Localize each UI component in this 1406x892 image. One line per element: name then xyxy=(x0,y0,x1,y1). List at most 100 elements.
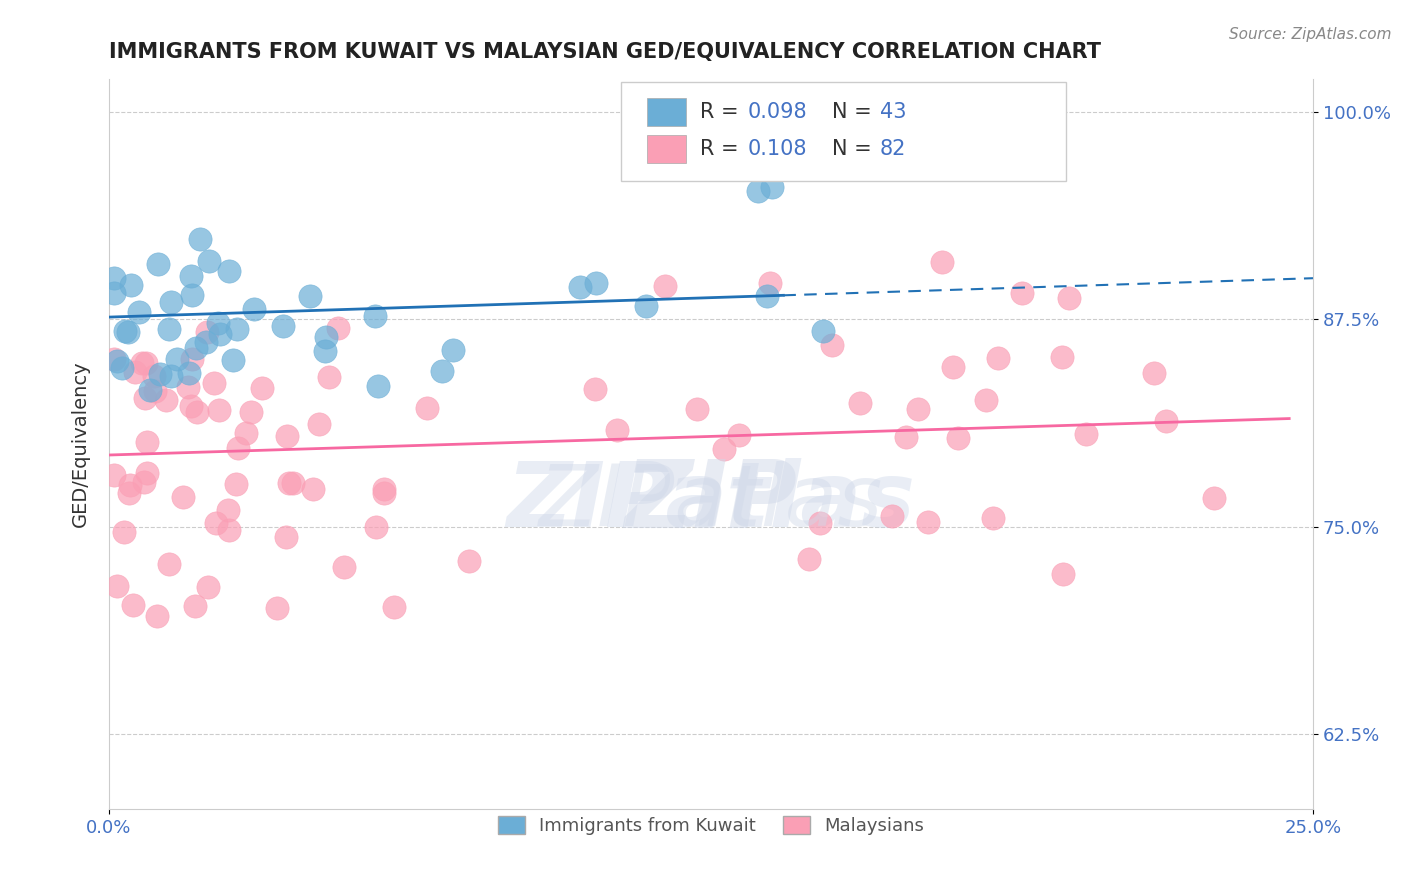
Point xyxy=(218,523,240,537)
Point xyxy=(207,316,229,330)
Point xyxy=(585,277,607,291)
Text: N =: N = xyxy=(831,103,877,122)
Point xyxy=(299,289,322,303)
Point xyxy=(1074,427,1097,442)
Point xyxy=(120,278,142,293)
Point xyxy=(318,370,340,384)
Point xyxy=(226,322,249,336)
Text: Source: ZipAtlas.com: Source: ZipAtlas.com xyxy=(1229,27,1392,42)
Point xyxy=(761,179,783,194)
Text: IMMIGRANTS FROM KUWAIT VS MALAYSIAN GED/EQUIVALENCY CORRELATION CHART: IMMIGRANTS FROM KUWAIT VS MALAYSIAN GED/… xyxy=(110,42,1101,62)
Point xyxy=(583,382,606,396)
Point xyxy=(894,430,917,444)
Point xyxy=(142,369,165,384)
Legend: Immigrants from Kuwait, Malaysians: Immigrants from Kuwait, Malaysians xyxy=(489,806,934,844)
Point xyxy=(308,417,330,432)
Point xyxy=(112,525,135,540)
Text: N =: N = xyxy=(831,139,877,159)
Point xyxy=(184,599,207,613)
Point xyxy=(373,482,395,496)
Point xyxy=(326,320,349,334)
Point xyxy=(131,356,153,370)
Point xyxy=(136,434,159,449)
Point xyxy=(159,557,181,571)
Point xyxy=(120,477,142,491)
Text: R =: R = xyxy=(645,97,690,117)
Point xyxy=(146,609,169,624)
Point xyxy=(366,519,388,533)
Point xyxy=(172,490,194,504)
Point xyxy=(198,253,221,268)
Point xyxy=(166,352,188,367)
Point xyxy=(416,401,439,415)
Point xyxy=(222,353,245,368)
Point xyxy=(364,309,387,323)
FancyBboxPatch shape xyxy=(647,135,686,162)
Text: 0.098: 0.098 xyxy=(747,103,807,122)
Point xyxy=(208,403,231,417)
Point xyxy=(315,330,337,344)
Point xyxy=(202,376,225,390)
Point xyxy=(188,232,211,246)
Point xyxy=(195,335,218,350)
Point xyxy=(271,318,294,333)
Point xyxy=(274,530,297,544)
Point xyxy=(134,475,156,489)
Point xyxy=(135,466,157,480)
Point xyxy=(983,511,1005,525)
Point xyxy=(1052,566,1074,581)
Point xyxy=(217,503,239,517)
Point xyxy=(128,305,150,319)
Point xyxy=(276,429,298,443)
Point xyxy=(917,515,939,529)
Point xyxy=(204,516,226,530)
Point xyxy=(755,289,778,303)
Point xyxy=(157,322,180,336)
Point xyxy=(1143,367,1166,381)
Point xyxy=(332,560,354,574)
Point xyxy=(747,185,769,199)
Text: ZIPatlas: ZIPatlas xyxy=(538,461,883,544)
Point xyxy=(243,302,266,317)
Point xyxy=(797,552,820,566)
Text: ZIPatlas: ZIPatlas xyxy=(506,458,915,546)
Point xyxy=(441,343,464,357)
Point xyxy=(121,598,143,612)
Point xyxy=(225,476,247,491)
Point xyxy=(195,325,218,339)
Point xyxy=(713,442,735,456)
Point xyxy=(184,341,207,355)
Point xyxy=(208,326,231,341)
Point xyxy=(281,476,304,491)
FancyBboxPatch shape xyxy=(647,98,686,126)
Point xyxy=(811,324,834,338)
Point xyxy=(880,509,903,524)
Y-axis label: GED/Equivalency: GED/Equivalency xyxy=(72,360,90,527)
Point xyxy=(177,380,200,394)
Point xyxy=(103,285,125,300)
Point xyxy=(160,294,183,309)
Point xyxy=(606,423,628,437)
Point xyxy=(105,579,128,593)
Point xyxy=(226,441,249,455)
Point xyxy=(117,325,139,339)
Point xyxy=(181,351,204,366)
Text: R =: R = xyxy=(700,103,745,122)
Point xyxy=(314,344,336,359)
Point xyxy=(931,255,953,269)
Point xyxy=(103,467,125,482)
Point xyxy=(759,277,782,291)
Point xyxy=(105,353,128,368)
Point xyxy=(181,288,204,302)
Point xyxy=(277,476,299,491)
Point xyxy=(239,405,262,419)
Point xyxy=(373,486,395,500)
Point xyxy=(728,427,751,442)
Point xyxy=(430,364,453,378)
Point xyxy=(1050,350,1073,364)
Point xyxy=(186,405,208,419)
Point xyxy=(111,360,134,375)
Point xyxy=(458,554,481,568)
Point xyxy=(1154,414,1177,428)
Point xyxy=(155,392,177,407)
